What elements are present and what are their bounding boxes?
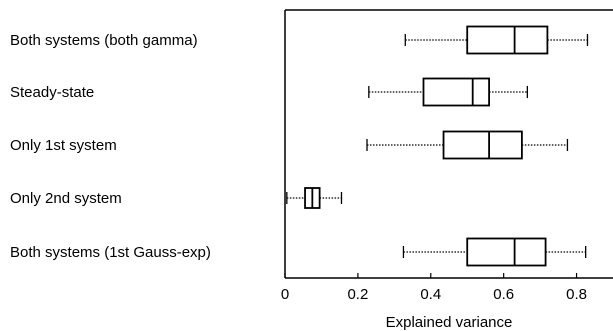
iqr-box — [466, 237, 547, 267]
plot-frame — [284, 9, 613, 279]
category-label: Only 1st system — [10, 137, 117, 154]
box-3 — [366, 130, 569, 160]
category-label: Both systems (both gamma) — [10, 32, 198, 49]
x-tick-label: 0 — [281, 286, 289, 303]
category-label: Only 2nd system — [10, 190, 122, 207]
iqr-box — [422, 77, 490, 107]
box-5 — [402, 237, 587, 267]
x-tick-label: 0.6 — [493, 286, 514, 303]
iqr-box — [442, 130, 523, 160]
box-1 — [404, 25, 589, 55]
category-label: Both systems (1st Gauss-exp) — [10, 244, 211, 261]
x-tick-label: 0.4 — [420, 286, 441, 303]
x-tick-label: 0.2 — [347, 286, 368, 303]
x-tick-label: 0.8 — [566, 286, 587, 303]
boxes — [286, 25, 589, 267]
box-4 — [286, 187, 343, 209]
category-labels: Both systems (both gamma) Steady-state Onl… — [10, 32, 211, 261]
x-axis-label: Explained variance — [386, 314, 513, 331]
category-label: Steady-state — [10, 84, 94, 101]
x-axis-ticks: 0 0.2 0.4 0.6 0.8 — [281, 273, 587, 303]
box-2 — [368, 77, 529, 107]
iqr-box — [466, 25, 549, 55]
